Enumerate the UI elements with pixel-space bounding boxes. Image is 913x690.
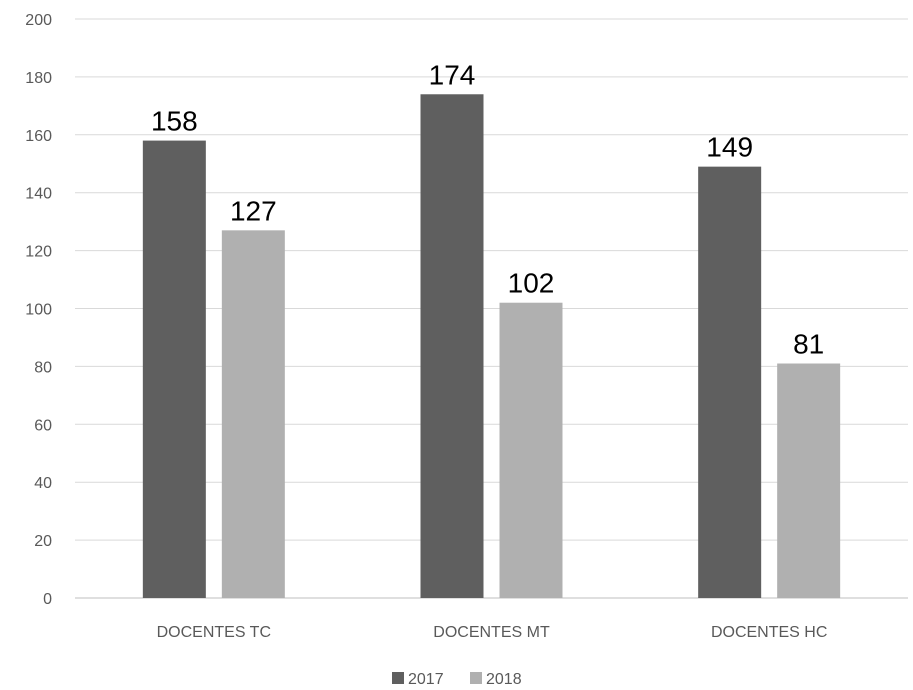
gridlines [75,18,908,599]
legend: 2017 2018 [392,671,522,688]
data-label: 127 [230,195,277,226]
y-tick-label: 100 [25,302,52,319]
legend-swatch [470,672,482,684]
data-label: 158 [151,106,198,137]
data-label: 81 [793,329,824,360]
y-tick-label: 180 [25,70,52,87]
y-tick-label: 120 [25,244,52,261]
bar-2017 [420,94,484,599]
y-tick-label: 60 [34,417,52,434]
legend-label: 2018 [486,671,522,688]
bar-2018 [777,363,841,598]
bar-2018 [221,230,285,598]
data-labels: 158 127 174 102 149 81 [151,59,824,359]
y-tick-label: 0 [43,591,52,608]
y-tick-label: 140 [25,186,52,203]
y-tick-label: 40 [34,475,52,492]
y-tick-label: 200 [25,12,52,29]
x-category-label: DOCENTES MT [433,624,550,641]
data-label: 102 [508,268,555,299]
legend-label: 2017 [408,671,444,688]
x-category-label: DOCENTES HC [711,624,827,641]
y-tick-label: 20 [34,533,52,550]
bar-2017 [142,140,206,598]
x-axis-categories: DOCENTES TC DOCENTES MT DOCENTES HC [157,624,828,641]
data-label: 174 [429,59,476,90]
bar-2018 [499,302,563,598]
x-category-label: DOCENTES TC [157,624,271,641]
y-axis-ticks: 0 20 40 60 80 100 120 140 160 180 200 [25,12,52,608]
bar-2017 [698,166,762,598]
y-tick-label: 160 [25,128,52,145]
legend-swatch [392,672,404,684]
data-label: 149 [706,132,753,163]
y-tick-label: 80 [34,359,52,376]
bars [142,94,841,599]
